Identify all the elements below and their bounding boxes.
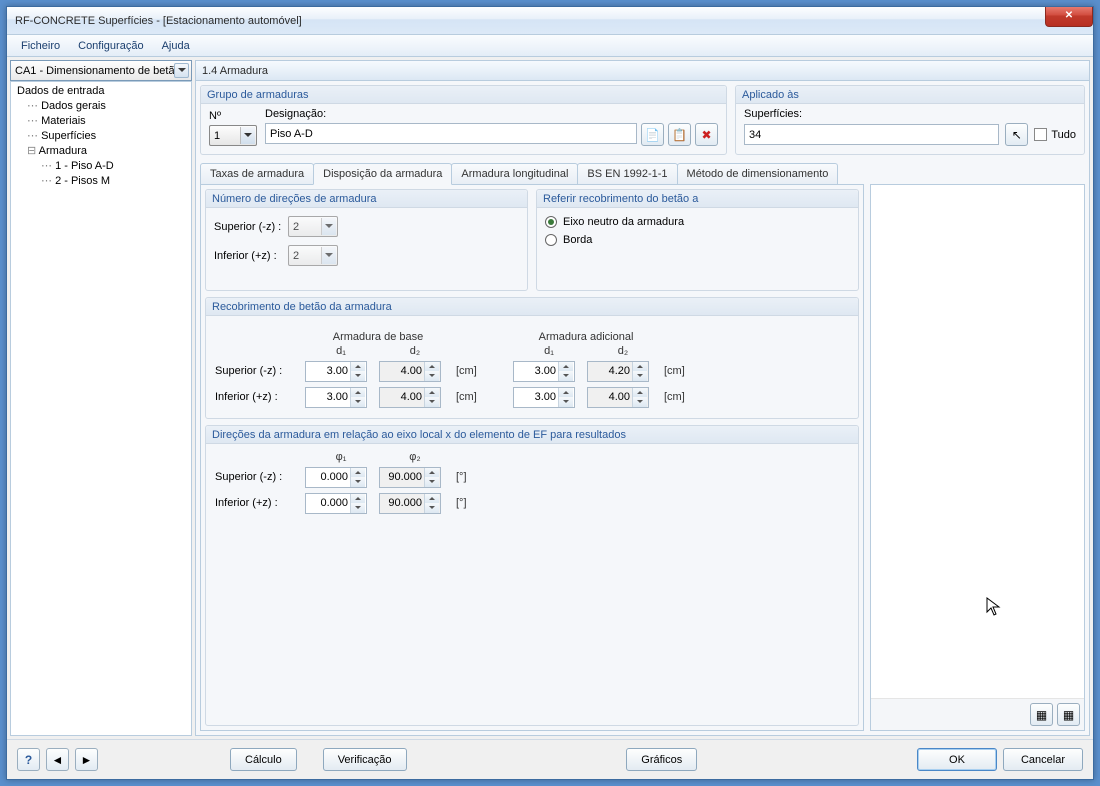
base-sup-d2-spinner[interactable] bbox=[379, 361, 441, 382]
dirx-inf-2-spinner[interactable] bbox=[379, 493, 441, 514]
des-label: Designação: bbox=[265, 108, 718, 120]
adic-sup-d1-spinner[interactable] bbox=[513, 361, 575, 382]
main-body: Grupo de armaduras Nº 1 Designação: bbox=[195, 81, 1090, 736]
radio-dot-icon bbox=[545, 216, 557, 228]
chevron-down-icon bbox=[321, 218, 336, 235]
group-recobrimento: Recobrimento de betão da armadura Armadu… bbox=[205, 297, 859, 419]
view2-icon[interactable]: ▦ bbox=[1057, 703, 1080, 726]
delete-icon[interactable]: ✖ bbox=[695, 123, 718, 146]
chevron-down-icon bbox=[174, 63, 189, 78]
chevron-down-icon bbox=[321, 247, 336, 264]
tree-item[interactable]: ⋯ Superfícies bbox=[21, 128, 191, 143]
graficos-button[interactable]: Gráficos bbox=[626, 748, 697, 771]
tab-disposicao[interactable]: Disposição da armadura bbox=[313, 163, 452, 185]
tab-longitudinal[interactable]: Armadura longitudinal bbox=[451, 163, 578, 184]
view1-icon[interactable]: ▦ bbox=[1030, 703, 1053, 726]
close-button[interactable]: ✕ bbox=[1045, 7, 1093, 27]
chevron-down-icon bbox=[240, 127, 255, 144]
menu-ajuda[interactable]: Ajuda bbox=[154, 38, 198, 54]
adic-header: Armadura adicional bbox=[512, 330, 660, 344]
designacao-input[interactable]: Piso A-D bbox=[265, 123, 637, 144]
pick-icon[interactable]: ↖ bbox=[1005, 123, 1028, 146]
tab-bsen[interactable]: BS EN 1992-1-1 bbox=[577, 163, 677, 184]
tree-item[interactable]: ⋯ Dados gerais bbox=[21, 98, 191, 113]
inf-label: Inferior (+z) : bbox=[214, 250, 288, 262]
new-icon[interactable]: 📄 bbox=[641, 123, 664, 146]
group-title: Aplicado às bbox=[736, 86, 1084, 104]
menubar: Ficheiro Configuração Ajuda bbox=[7, 35, 1093, 57]
preview-canvas bbox=[871, 185, 1084, 698]
group-title: Referir recobrimento do betão a bbox=[537, 190, 858, 208]
case-combo-text: CA1 - Dimensionamento de betã bbox=[15, 65, 175, 77]
tree-root[interactable]: Dados de entrada bbox=[13, 84, 191, 98]
menu-ficheiro[interactable]: Ficheiro bbox=[13, 38, 68, 54]
base-inf-d1-spinner[interactable] bbox=[305, 387, 367, 408]
adic-inf-d2-spinner[interactable] bbox=[587, 387, 649, 408]
group-title: Direções da armadura em relação ao eixo … bbox=[206, 426, 858, 444]
group-title: Grupo de armaduras bbox=[201, 86, 726, 104]
no-combo[interactable]: 1 bbox=[209, 125, 257, 146]
surf-label: Superfícies: bbox=[744, 108, 1076, 120]
radio-dot-icon bbox=[545, 234, 557, 246]
row-sup: Superior (-z) : bbox=[214, 358, 304, 384]
section-title: 1.4 Armadura bbox=[195, 60, 1090, 81]
group-armaduras: Grupo de armaduras Nº 1 Designação: bbox=[200, 85, 727, 155]
verificacao-button[interactable]: Verificação bbox=[323, 748, 407, 771]
sup-dir-combo[interactable]: 2 bbox=[288, 216, 338, 237]
tree-item[interactable]: ⋯ 1 - Piso A-D bbox=[21, 158, 191, 173]
radio-borda[interactable]: Borda bbox=[545, 234, 592, 246]
titlebar[interactable]: RF-CONCRETE Superfícies - [Estacionament… bbox=[7, 7, 1093, 35]
tudo-checkbox[interactable]: Tudo bbox=[1034, 128, 1076, 141]
adic-sup-d2-spinner[interactable] bbox=[587, 361, 649, 382]
superficies-input[interactable]: 34 bbox=[744, 124, 999, 145]
inf-dir-combo[interactable]: 2 bbox=[288, 245, 338, 266]
main-column: 1.4 Armadura Grupo de armaduras Nº 1 bbox=[195, 60, 1090, 736]
tree-item[interactable]: ⋯ Materiais bbox=[21, 113, 191, 128]
row-inf: Inferior (+z) : bbox=[214, 384, 304, 410]
case-combo[interactable]: CA1 - Dimensionamento de betã bbox=[10, 60, 192, 81]
tab-panel: Número de direções de armadura Superior … bbox=[200, 184, 864, 731]
group-title: Número de direções de armadura bbox=[206, 190, 527, 208]
cursor-icon bbox=[986, 597, 1002, 617]
menu-configuracao[interactable]: Configuração bbox=[70, 38, 151, 54]
ok-button[interactable]: OK bbox=[917, 748, 997, 771]
dirx-inf-1-spinner[interactable] bbox=[305, 493, 367, 514]
no-label: Nº bbox=[209, 110, 257, 122]
radio-eixo[interactable]: Eixo neutro da armadura bbox=[545, 216, 684, 228]
preview-panel: ▦ ▦ bbox=[870, 184, 1085, 731]
dirx-sup-2-spinner[interactable] bbox=[379, 467, 441, 488]
base-sup-d1-spinner[interactable] bbox=[305, 361, 367, 382]
dirx-sup-1-spinner[interactable] bbox=[305, 467, 367, 488]
base-header: Armadura de base bbox=[304, 330, 452, 344]
prev-icon[interactable]: ◄ bbox=[46, 748, 69, 771]
group-title: Recobrimento de betão da armadura bbox=[206, 298, 858, 316]
cancel-button[interactable]: Cancelar bbox=[1003, 748, 1083, 771]
tree-item[interactable]: ⋯ 2 - Pisos M bbox=[21, 173, 191, 188]
app-window: RF-CONCRETE Superfícies - [Estacionament… bbox=[6, 6, 1094, 780]
tab-taxas[interactable]: Taxas de armadura bbox=[200, 163, 314, 184]
group-aplicado: Aplicado às Superfícies: 34 ↖ Tudo bbox=[735, 85, 1085, 155]
group-direccoes-x: Direções da armadura em relação ao eixo … bbox=[205, 425, 859, 726]
tudo-label: Tudo bbox=[1051, 129, 1076, 141]
help-icon[interactable]: ? bbox=[17, 748, 40, 771]
content: CA1 - Dimensionamento de betã Dados de e… bbox=[7, 57, 1093, 739]
tree-item-armadura[interactable]: ⊟ Armadura bbox=[21, 143, 191, 158]
sup-label: Superior (-z) : bbox=[214, 221, 288, 233]
footer: ? ◄ ► Cálculo Verificação Gráficos OK Ca… bbox=[7, 739, 1093, 779]
tabs: Taxas de armadura Disposição da armadura… bbox=[200, 163, 1085, 184]
checkbox-box bbox=[1034, 128, 1047, 141]
base-inf-d2-spinner[interactable] bbox=[379, 387, 441, 408]
window-title: RF-CONCRETE Superfícies - [Estacionament… bbox=[15, 15, 302, 27]
adic-inf-d1-spinner[interactable] bbox=[513, 387, 575, 408]
nav-tree[interactable]: Dados de entrada ⋯ Dados gerais ⋯ Materi… bbox=[10, 81, 192, 736]
next-icon[interactable]: ► bbox=[75, 748, 98, 771]
left-column: CA1 - Dimensionamento de betã Dados de e… bbox=[10, 60, 192, 736]
calculo-button[interactable]: Cálculo bbox=[230, 748, 297, 771]
no-value: 1 bbox=[214, 130, 220, 142]
group-referir: Referir recobrimento do betão a Eixo neu… bbox=[536, 189, 859, 291]
tab-metodo[interactable]: Método de dimensionamento bbox=[677, 163, 839, 184]
group-direccoes: Número de direções de armadura Superior … bbox=[205, 189, 528, 291]
copy-icon[interactable]: 📋 bbox=[668, 123, 691, 146]
